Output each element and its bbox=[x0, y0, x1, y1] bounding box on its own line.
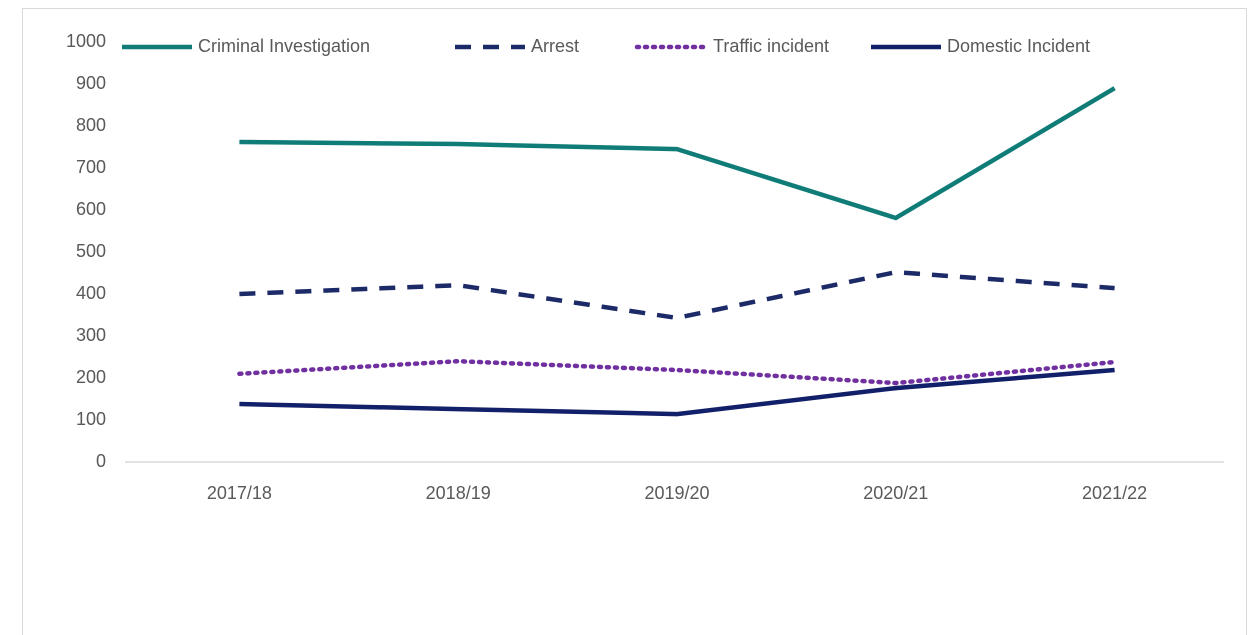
series-line bbox=[239, 86, 1116, 221]
legend-label: Traffic incident bbox=[713, 36, 829, 56]
y-tick-label: 300 bbox=[76, 325, 106, 345]
y-tick-label: 400 bbox=[76, 283, 106, 303]
legend-label: Criminal Investigation bbox=[198, 36, 370, 56]
series-line bbox=[237, 358, 1117, 386]
x-tick-label: 2018/19 bbox=[426, 483, 491, 503]
legend-label: Arrest bbox=[531, 36, 579, 56]
y-tick-label: 1000 bbox=[66, 31, 106, 51]
series-line bbox=[239, 367, 1115, 417]
y-tick-label: 900 bbox=[76, 73, 106, 93]
x-tick-label: 2017/18 bbox=[207, 483, 272, 503]
y-tick-label: 500 bbox=[76, 241, 106, 261]
y-tick-label: 800 bbox=[76, 115, 106, 135]
y-tick-label: 0 bbox=[96, 451, 106, 471]
y-tick-label: 600 bbox=[76, 199, 106, 219]
x-tick-label: 2020/21 bbox=[863, 483, 928, 503]
series-line bbox=[239, 269, 1115, 321]
y-tick-label: 100 bbox=[76, 409, 106, 429]
chart-frame bbox=[22, 8, 1247, 635]
legend-label: Domestic Incident bbox=[947, 36, 1090, 56]
y-tick-label: 700 bbox=[76, 157, 106, 177]
x-tick-label: 2021/22 bbox=[1082, 483, 1147, 503]
y-tick-label: 200 bbox=[76, 367, 106, 387]
x-tick-label: 2019/20 bbox=[644, 483, 709, 503]
